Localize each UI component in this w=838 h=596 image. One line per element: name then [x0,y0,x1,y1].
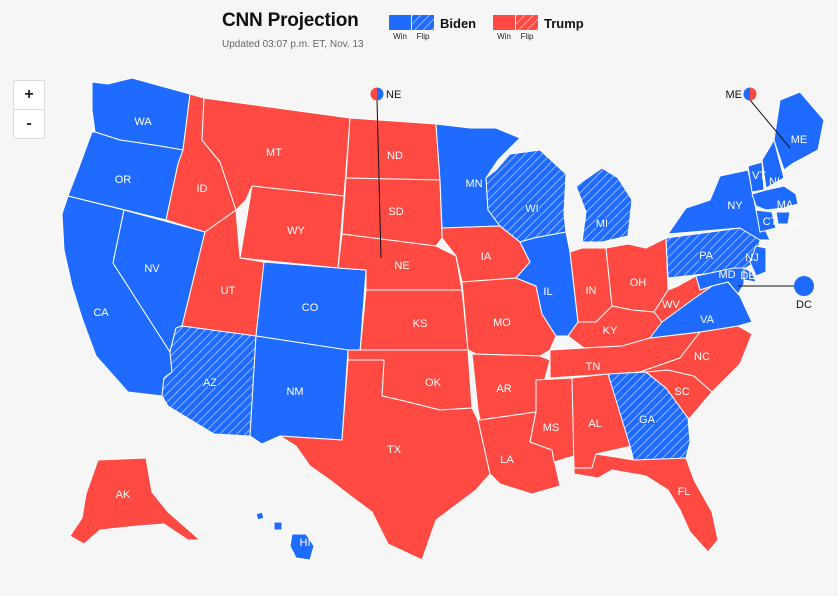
state-label-wy: WY [287,225,305,237]
me-split-leader-line [749,99,791,149]
state-label-mi: MI [596,218,608,230]
state-label-mt: MT [266,147,282,159]
state-label-id: ID [197,183,208,195]
zoom-out-button[interactable]: - [14,109,44,138]
state-label-co: CO [302,302,319,314]
trump-win-label: Win [497,32,511,41]
biden-legend-name: Biden [440,16,477,31]
state-label-ri: RI [790,220,801,232]
ne-split-leader-line [376,99,382,259]
ne-split-marker-left[interactable] [370,87,377,101]
state-label-vt: VT [752,170,766,182]
state-label-or: OR [115,174,132,186]
state-label-ks: KS [413,318,428,330]
state-label-ny: NY [727,200,743,212]
state-label-az: AZ [203,377,217,389]
state-tx[interactable] [279,359,491,561]
state-nc[interactable] [639,325,753,393]
state-label-ms: MS [543,422,560,434]
state-label-mn: MN [465,178,482,190]
state-label-tn: TN [586,361,601,373]
me-split-marker-left[interactable] [743,87,750,101]
state-hi[interactable] [255,511,315,561]
state-label-oh: OH [630,277,647,289]
state-label-wv: WV [662,299,680,311]
state-mi[interactable] [575,167,633,243]
state-label-ga: GA [639,414,656,426]
state-label-ut: UT [221,285,236,297]
state-label-de: DE [740,270,755,282]
zoom-controls: + - [13,80,45,139]
state-label-il: IL [543,286,552,298]
state-il[interactable] [515,231,579,337]
state-label-ct: CT [763,216,778,228]
state-ma[interactable] [751,185,799,211]
me-split-marker-right[interactable] [750,87,757,101]
state-label-sc: SC [674,386,689,398]
biden-win-label: Win [393,32,407,41]
state-nj[interactable] [749,245,767,277]
state-label-nv: NV [144,263,160,275]
state-label-ma: MA [777,199,794,211]
state-oh[interactable] [605,237,669,313]
state-md[interactable] [695,267,745,295]
state-sd[interactable] [341,177,443,247]
state-fl[interactable] [573,453,719,553]
state-label-nm: NM [286,386,303,398]
trump-win-swatch [493,15,515,30]
state-ri[interactable] [775,211,791,225]
legend-biden: Win Flip Biden [389,15,476,41]
biden-flip-label: Flip [416,32,430,41]
state-label-nd: ND [387,150,403,162]
state-label-mo: MO [493,317,511,329]
state-vt[interactable] [747,161,765,193]
state-label-tx: TX [387,444,402,456]
state-label-ne: NE [394,260,409,272]
trump-legend-name: Trump [544,16,584,31]
state-label-ky: KY [603,325,618,337]
state-ct[interactable] [755,209,777,233]
state-label-nc: NC [694,351,710,363]
state-label-md: MD [718,269,735,281]
state-label-pa: PA [699,250,714,262]
me-split-label: ME [726,89,743,101]
ne-split-label: NE [386,89,401,101]
state-nh[interactable] [761,139,785,189]
state-label-ca: CA [93,307,109,319]
state-label-ar: AR [496,383,511,395]
biden-flip-swatch [412,15,434,30]
state-label-fl: FL [678,486,691,498]
state-dc[interactable] [794,276,814,296]
legend-trump: Win Flip Trump [493,15,584,41]
state-ak[interactable] [69,457,201,545]
state-label-dc: DC [796,299,812,311]
state-label-in: IN [586,285,597,297]
state-label-nh: NH [769,176,785,188]
updated-timestamp: Updated 03:07 p.m. ET, Nov. 13 [222,39,364,50]
ne-split-marker-right[interactable] [377,87,384,101]
state-label-la: LA [500,454,514,466]
state-label-ak: AK [116,489,131,501]
state-label-wi: WI [525,203,538,215]
state-label-ok: OK [425,377,442,389]
zoom-in-button[interactable]: + [24,86,34,103]
page-title: CNN Projection [222,10,359,31]
biden-win-swatch [389,15,411,30]
trump-flip-swatch [516,15,538,30]
state-label-nj: NJ [745,252,758,264]
state-label-sd: SD [388,206,403,218]
state-me[interactable] [773,91,825,171]
state-label-al: AL [588,418,601,430]
state-label-hi: HI [300,537,311,549]
state-label-me: ME [791,134,808,146]
state-label-wa: WA [134,116,152,128]
trump-flip-label: Flip [520,32,534,41]
state-co[interactable] [255,261,367,353]
state-label-ia: IA [481,251,492,263]
state-label-va: VA [700,314,715,326]
